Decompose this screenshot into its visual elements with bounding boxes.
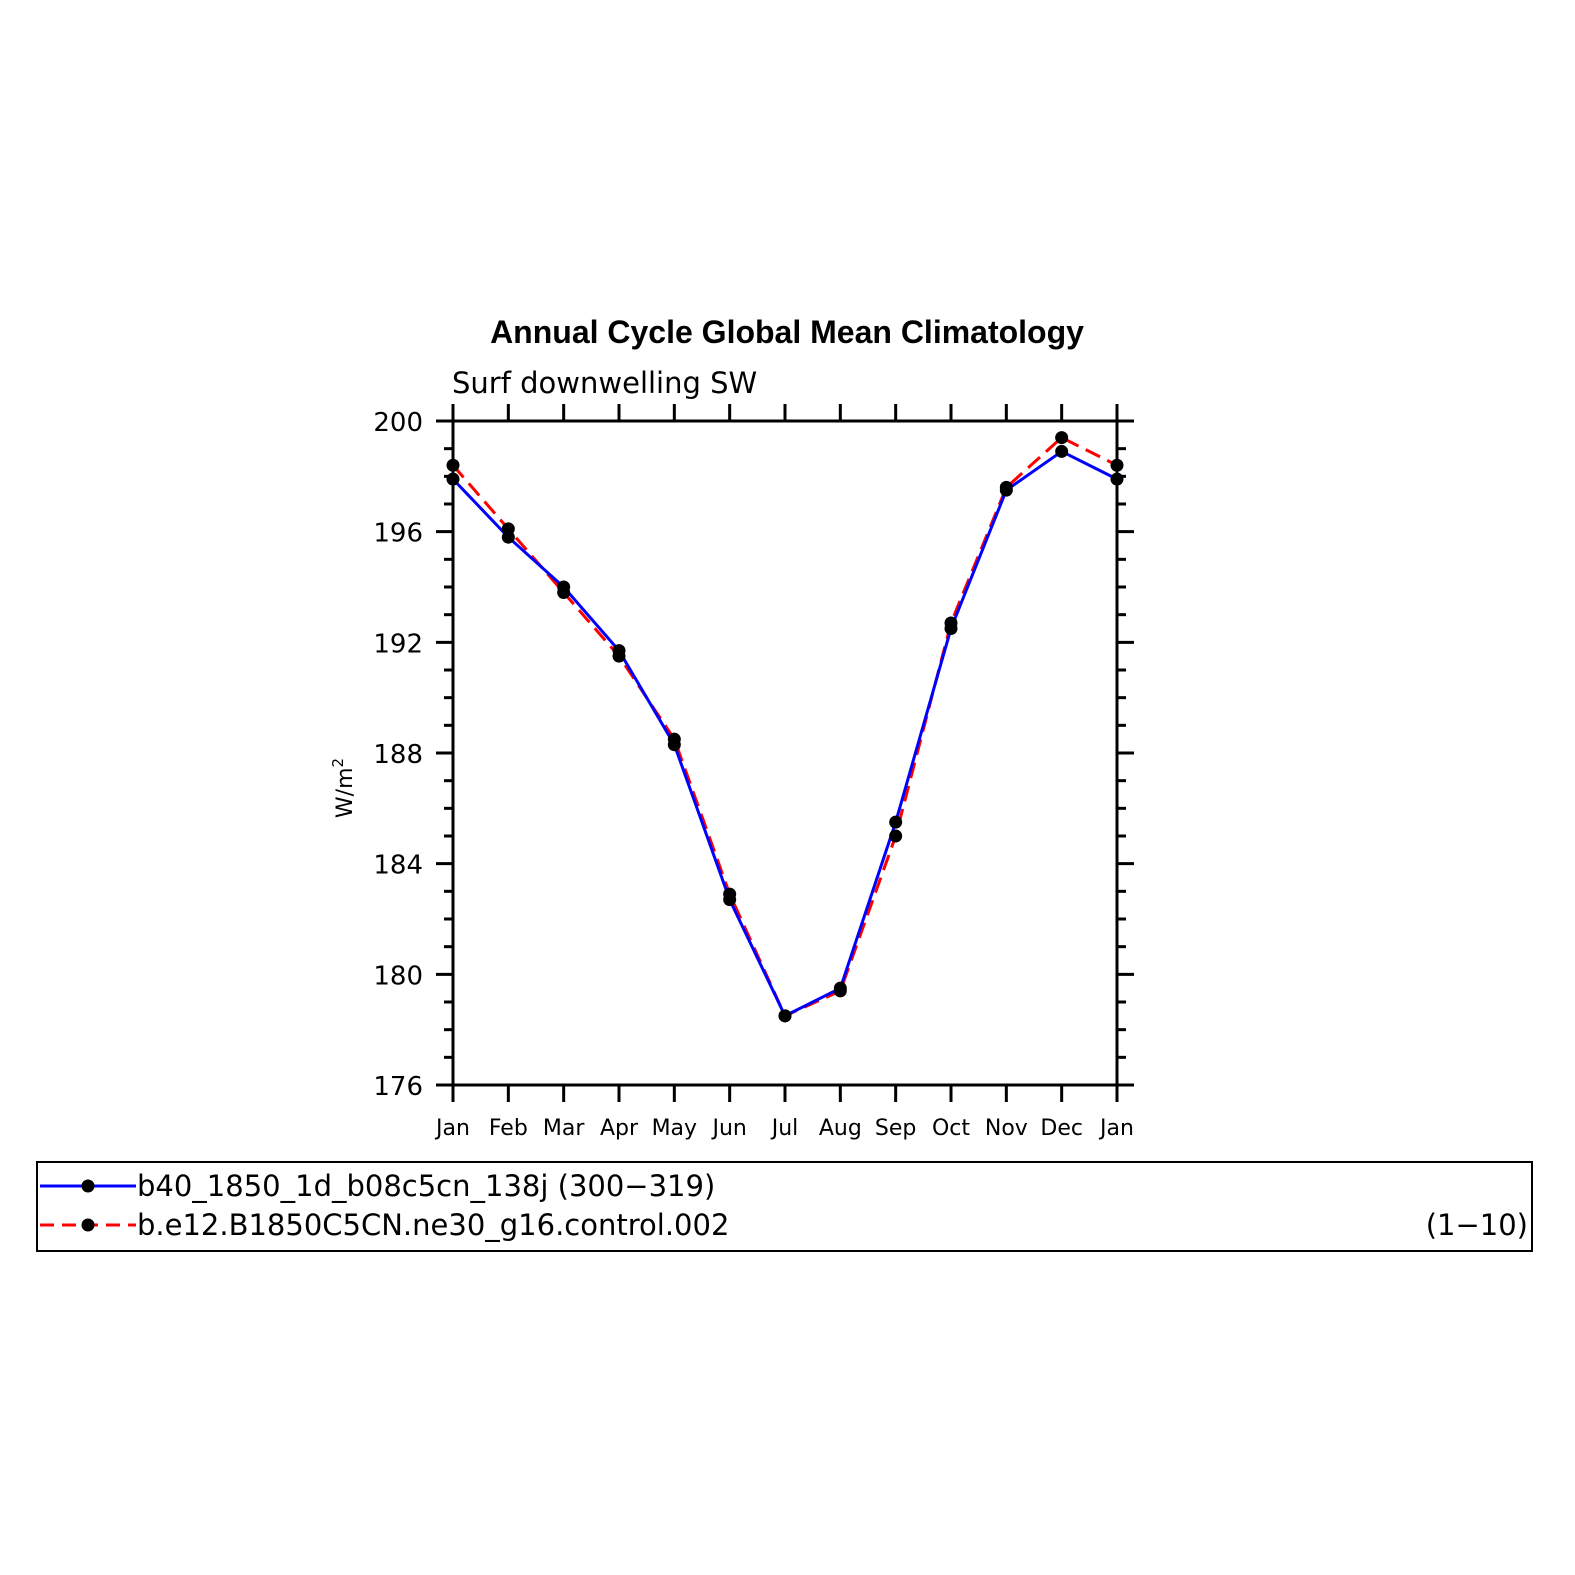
series-2-point bbox=[723, 887, 737, 901]
x-tick-label: Dec bbox=[1040, 1116, 1083, 1141]
legend: b40_1850_1d_b08c5cn_138j (300−319) b.e12.… bbox=[36, 1161, 1533, 1252]
y-tick-label: 200 bbox=[373, 408, 423, 438]
series-2-point bbox=[667, 732, 681, 746]
series-2-point bbox=[612, 649, 626, 663]
x-tick-label: May bbox=[652, 1116, 697, 1141]
series-2-point bbox=[889, 829, 903, 843]
series-1-point bbox=[1055, 444, 1069, 458]
y-axis-label-superscript: 2 bbox=[329, 758, 347, 768]
svg-text:W/m2: W/m2 bbox=[329, 758, 358, 818]
x-tick-label: Sep bbox=[875, 1116, 916, 1141]
series-2-point bbox=[1055, 431, 1069, 445]
legend-marker-1 bbox=[81, 1179, 95, 1193]
x-tick-label: Mar bbox=[543, 1116, 585, 1141]
y-tick-label: 180 bbox=[373, 961, 423, 991]
y-axis-label: W/m2 bbox=[329, 758, 358, 818]
y-tick-label: 192 bbox=[373, 629, 423, 659]
y-tick-labels: 176 180 184 188 192 196 200 bbox=[373, 408, 423, 1102]
y-tick-label: 184 bbox=[373, 851, 423, 881]
x-tick-label: Nov bbox=[985, 1116, 1028, 1141]
series-2-point bbox=[778, 1009, 792, 1023]
series-layer bbox=[446, 431, 1124, 1023]
axis-ticks bbox=[436, 404, 1134, 1102]
chart-subtitle: Surf downwelling SW bbox=[452, 366, 757, 400]
x-tick-label: Jun bbox=[710, 1116, 746, 1141]
series-2-point bbox=[833, 984, 847, 998]
x-tick-label: Oct bbox=[932, 1116, 970, 1141]
chart-title: Annual Cycle Global Mean Climatology bbox=[490, 314, 1084, 350]
x-tick-label: Jul bbox=[770, 1116, 799, 1141]
x-tick-labels: Jan Feb Mar Apr May Jun Jul Aug Sep Oct Nov Dec Jan bbox=[434, 1116, 1134, 1141]
series-line-1 bbox=[451, 449, 1118, 1018]
series-2-point bbox=[944, 616, 958, 630]
plot-frame bbox=[451, 419, 1119, 1087]
legend-box bbox=[36, 1161, 1533, 1252]
x-tick-label: Feb bbox=[489, 1116, 528, 1141]
x-tick-label: Apr bbox=[600, 1116, 639, 1141]
y-axis-label-text: W/m bbox=[333, 767, 358, 818]
y-tick-label: 176 bbox=[373, 1072, 423, 1102]
series-1-point bbox=[889, 815, 903, 829]
x-tick-label: Jan bbox=[1098, 1116, 1134, 1141]
x-tick-label: Jan bbox=[434, 1116, 470, 1141]
legend-label-2: b.e12.B1850C5CN.ne30_g16.control.002 bbox=[137, 1208, 729, 1242]
series-line-2 bbox=[451, 435, 1118, 1018]
series-2-point bbox=[999, 480, 1013, 494]
legend-label-1: b40_1850_1d_b08c5cn_138j (300−319) bbox=[137, 1169, 715, 1203]
series-2-point bbox=[557, 586, 571, 600]
series-2-point bbox=[501, 522, 515, 536]
legend-marker-2 bbox=[81, 1218, 95, 1232]
x-tick-label: Aug bbox=[819, 1116, 862, 1141]
y-tick-label: 188 bbox=[373, 740, 423, 770]
y-tick-label: 196 bbox=[373, 519, 423, 549]
legend-label-suffix-2: (1−10) bbox=[1426, 1208, 1528, 1242]
